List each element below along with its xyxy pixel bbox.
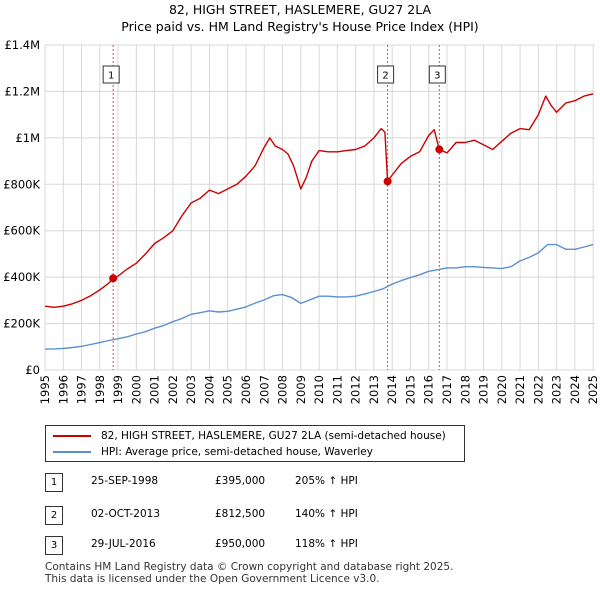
transaction-row: 3 29-JUL-2016 £950,000 118% ↑ HPI (45, 536, 565, 556)
sale-point-marker (435, 145, 444, 154)
legend-swatch-property (53, 435, 91, 437)
transaction-hpi: 140% ↑ HPI (295, 508, 358, 520)
x-tick-label: 2006 (239, 375, 253, 404)
x-tick-label: 2012 (349, 375, 363, 404)
x-tick-label: 2021 (513, 375, 527, 404)
series-line-hpi (44, 243, 594, 350)
x-tick-label: 2013 (367, 375, 381, 404)
sale-label-text: 2 (382, 71, 388, 82)
transaction-date: 02-OCT-2013 (91, 508, 160, 520)
x-tick-label: 2022 (531, 375, 545, 404)
x-tick-label: 2007 (257, 375, 271, 404)
x-tick-label: 2024 (568, 375, 582, 404)
x-tick-label: 2014 (385, 375, 399, 404)
x-tick-label: 2001 (148, 375, 162, 404)
footer-license: This data is licensed under the Open Gov… (45, 573, 380, 585)
plot-area (45, 45, 595, 370)
y-tick-label: £800K (3, 177, 40, 191)
chart-subtitle: Price paid vs. HM Land Registry's House … (121, 19, 479, 34)
y-tick-label: £1M (15, 131, 40, 145)
x-tick-label: 2017 (440, 375, 454, 404)
legend-label-hpi: HPI: Average price, semi-detached house,… (101, 446, 373, 458)
transaction-price: £812,500 (215, 508, 266, 520)
x-tick-label: 2019 (477, 375, 491, 404)
legend-swatch-hpi (53, 451, 91, 453)
x-tick-label: 1997 (75, 375, 89, 404)
x-tick-label: 2023 (550, 375, 564, 404)
x-tick-label: 1996 (56, 375, 70, 404)
transaction-price: £395,000 (215, 475, 266, 487)
transaction-number: 2 (45, 506, 63, 525)
x-tick-label: 2010 (312, 375, 326, 404)
transaction-number: 1 (45, 473, 63, 492)
footer-copyright: Contains HM Land Registry data © Crown c… (45, 561, 454, 573)
x-tick-label: 2016 (422, 375, 436, 404)
sale-label-box (102, 65, 120, 84)
x-tick-label: 2025 (586, 375, 600, 404)
y-tick-label: £1.2M (4, 84, 40, 98)
x-tick-label: 2018 (458, 375, 472, 404)
x-tick-label: 2008 (276, 375, 290, 404)
y-tick-label: £1.4M (4, 38, 40, 52)
x-tick-label: 1999 (111, 375, 125, 404)
transaction-hpi: 118% ↑ HPI (295, 538, 358, 550)
x-tick-label: 2009 (294, 375, 308, 404)
legend-item-hpi: HPI: Average price, semi-detached house,… (46, 444, 373, 460)
sale-label-box (377, 65, 395, 84)
sale-label-box (428, 65, 446, 84)
transaction-date: 25-SEP-1998 (91, 475, 159, 487)
legend-label-property: 82, HIGH STREET, HASLEMERE, GU27 2LA (se… (101, 430, 446, 442)
chart-title: 82, HIGH STREET, HASLEMERE, GU27 2LA (168, 2, 432, 17)
x-tick-label: 1998 (93, 375, 107, 404)
transaction-price: £950,000 (215, 538, 266, 550)
sale-point-marker (109, 274, 118, 283)
transaction-hpi: 205% ↑ HPI (295, 475, 358, 487)
y-tick-label: £200K (3, 317, 40, 331)
y-tick-label: £600K (3, 224, 40, 238)
x-tick-label: 2004 (202, 375, 216, 404)
x-tick-label: 2002 (166, 375, 180, 404)
series-line-property (44, 93, 594, 308)
y-tick-label: £0 (25, 363, 40, 377)
x-tick-label: 2005 (221, 375, 235, 404)
x-tick-label: 2003 (184, 375, 198, 404)
transaction-date: 29-JUL-2016 (91, 538, 156, 550)
legend-item-property: 82, HIGH STREET, HASLEMERE, GU27 2LA (se… (46, 428, 446, 444)
x-tick-label: 1995 (38, 375, 52, 404)
transaction-row: 2 02-OCT-2013 £812,500 140% ↑ HPI (45, 506, 565, 526)
sale-label-text: 1 (108, 71, 114, 82)
transaction-number: 3 (45, 536, 63, 555)
y-tick-label: £400K (3, 270, 40, 284)
transaction-row: 1 25-SEP-1998 £395,000 205% ↑ HPI (45, 473, 565, 493)
sale-point-marker (383, 177, 392, 186)
sale-label-text: 3 (434, 71, 440, 82)
x-tick-label: 2000 (129, 375, 143, 404)
x-tick-label: 2020 (495, 375, 509, 404)
x-tick-label: 2011 (330, 375, 344, 404)
legend: 82, HIGH STREET, HASLEMERE, GU27 2LA (se… (45, 425, 465, 462)
x-tick-label: 2015 (403, 375, 417, 404)
